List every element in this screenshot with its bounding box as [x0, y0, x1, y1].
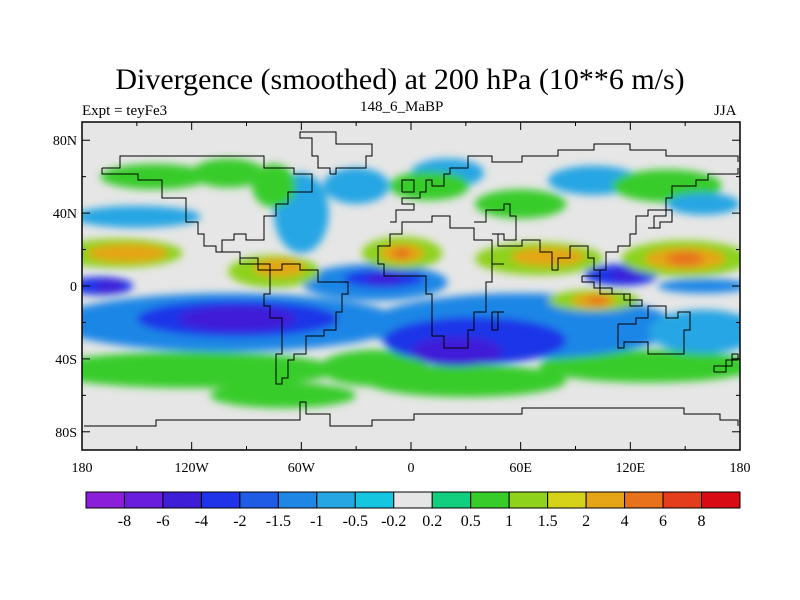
field-blob — [251, 163, 296, 208]
colorbar-box — [316, 491, 356, 509]
colorbar-label: -1 — [310, 513, 323, 530]
field-blob — [411, 337, 503, 367]
coastline — [101, 155, 313, 271]
colorbar-label: -4 — [195, 513, 208, 530]
colorbar-box — [470, 491, 510, 509]
colorbar-label: 2 — [582, 513, 590, 530]
field-blob — [666, 193, 740, 215]
x-tick-label: 120E — [616, 461, 646, 476]
x-tick-label: 120W — [175, 461, 210, 476]
colorbar-label: -2 — [233, 513, 246, 530]
colorbar-label: -8 — [118, 513, 131, 530]
field-blob — [586, 296, 609, 306]
colorbar-box — [585, 491, 626, 509]
coastline — [263, 263, 349, 385]
x-tick-label: 180 — [72, 461, 93, 476]
colorbar-label: -0.2 — [381, 513, 406, 530]
coastline — [581, 275, 643, 307]
coastline-layer — [84, 131, 739, 427]
field-blob — [538, 349, 740, 383]
colorbar-box — [200, 491, 241, 509]
field-blob — [191, 158, 265, 188]
coastline — [648, 204, 673, 229]
field-blob — [392, 247, 411, 259]
field-blob — [209, 382, 357, 409]
field-blob — [666, 251, 704, 266]
field-blob — [94, 280, 125, 292]
coastline — [299, 131, 373, 175]
y-axis: 80N 40N 0 40S 80S — [53, 134, 740, 441]
colorbar-box — [239, 491, 279, 509]
y-tick-label: 80S — [55, 426, 77, 441]
coastline — [713, 353, 739, 373]
colorbar-box — [701, 491, 741, 509]
field-blob — [511, 247, 585, 266]
experiment-label: Expt = teyFe3 — [82, 103, 168, 119]
season-label: JJA — [714, 103, 737, 119]
colorbar-box — [277, 491, 318, 509]
x-tick-label: 60E — [509, 461, 532, 476]
coastline — [390, 143, 739, 223]
colorbar-label: 4 — [621, 513, 629, 530]
y-tick-label: 0 — [70, 280, 77, 295]
field-blob — [389, 171, 470, 201]
field-blob — [178, 306, 296, 332]
colorbar-box — [547, 491, 587, 509]
field-blob — [648, 309, 740, 354]
field-blob — [100, 163, 210, 190]
colorbar-label: -6 — [156, 513, 169, 530]
x-tick-label: 60W — [288, 461, 316, 476]
colorbar-box — [393, 491, 433, 509]
colorbar-label: 6 — [659, 513, 667, 530]
x-axis: 180 120W 60W 0 60E 120E 180 — [72, 122, 751, 476]
coastline — [617, 305, 691, 355]
colorbar-box — [85, 491, 125, 509]
y-tick-label: 80N — [53, 134, 77, 149]
coastline — [491, 311, 504, 331]
field-blob — [82, 351, 338, 389]
field-blob — [253, 258, 305, 277]
field-blob — [82, 205, 201, 228]
colorbar-label: -1.5 — [266, 513, 291, 530]
y-tick-label: 40N — [53, 207, 77, 222]
colorbar-box — [354, 491, 395, 509]
coastline — [474, 168, 739, 282]
colorbar-box — [162, 491, 202, 509]
field-blob — [319, 349, 430, 387]
colorbar-label: 0.2 — [422, 513, 442, 530]
colorbar-box — [508, 491, 549, 509]
coastline — [84, 401, 739, 427]
field-blob — [610, 269, 644, 281]
colorbar-label: -0.5 — [343, 513, 368, 530]
y-tick-label: 40S — [55, 353, 77, 368]
colorbar-box — [662, 491, 703, 509]
x-tick-label: 180 — [730, 461, 751, 476]
colorbar-box — [431, 491, 472, 509]
field-blob — [474, 189, 567, 219]
field-layer — [82, 158, 740, 409]
colorbar-label: 0.5 — [461, 513, 481, 530]
colorbar-label: 8 — [698, 513, 706, 530]
field-blob — [323, 167, 390, 204]
colorbar-label: 1.5 — [538, 513, 558, 530]
colorbar-box — [624, 491, 664, 509]
field-blob — [657, 278, 740, 294]
field-blobs — [82, 158, 740, 409]
x-tick-label: 0 — [408, 461, 415, 476]
colorbar-label: 1 — [505, 513, 513, 530]
colorbar: -8 -6 -4 -2 -1.5 -1 -0.5 -0.2 0.2 0.5 1 1.5 2 4 6 8 — [85, 491, 741, 530]
coastline — [401, 179, 415, 193]
colorbar-box — [123, 491, 164, 509]
coastline — [377, 215, 504, 349]
field-blob — [87, 244, 168, 263]
case-label: 148_6_MaBP — [360, 99, 444, 115]
chart-title: Divergence (smoothed) at 200 hPa (10**6 … — [115, 63, 685, 96]
